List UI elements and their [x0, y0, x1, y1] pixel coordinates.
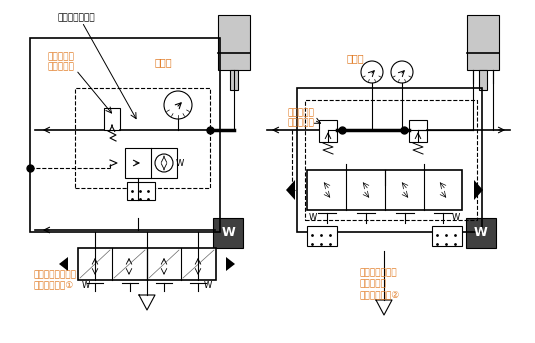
- Bar: [432, 226, 462, 246]
- Bar: [409, 120, 427, 142]
- Text: W: W: [221, 226, 235, 239]
- Bar: [30, 38, 220, 232]
- Bar: [305, 100, 477, 220]
- Text: スイッチ付複式: スイッチ付複式: [359, 268, 396, 277]
- Bar: [479, 70, 487, 90]
- Bar: [307, 170, 462, 210]
- Text: W: W: [176, 158, 184, 167]
- Polygon shape: [286, 180, 295, 200]
- Text: スイッチ付２方弁: スイッチ付２方弁: [33, 270, 76, 279]
- Text: 圧力計: 圧力計: [347, 53, 365, 63]
- Text: 圧力検知ポート: 圧力検知ポート: [57, 13, 95, 22]
- Text: W: W: [452, 213, 460, 222]
- Polygon shape: [474, 180, 483, 200]
- Text: 一覧表２）－②: 一覧表２）－②: [359, 290, 399, 299]
- Bar: [104, 108, 120, 130]
- Text: W: W: [204, 282, 212, 291]
- Polygon shape: [59, 257, 68, 271]
- Bar: [78, 248, 216, 280]
- Bar: [466, 218, 496, 248]
- Bar: [319, 120, 337, 142]
- Text: 残圧抜き用
手動弁内蔵: 残圧抜き用 手動弁内蔵: [287, 108, 314, 127]
- Bar: [127, 182, 155, 200]
- Bar: [467, 15, 499, 70]
- Bar: [297, 88, 482, 232]
- Text: 残圧抜き用
手動弁内蔵: 残圧抜き用 手動弁内蔵: [48, 52, 75, 71]
- Bar: [75, 88, 210, 188]
- Text: W: W: [309, 213, 317, 222]
- Bar: [213, 218, 243, 248]
- Circle shape: [361, 61, 383, 83]
- Bar: [307, 226, 337, 246]
- Bar: [230, 70, 238, 90]
- Text: W: W: [474, 226, 488, 239]
- Circle shape: [155, 154, 173, 172]
- Text: W: W: [82, 282, 90, 291]
- Bar: [125, 148, 177, 178]
- Polygon shape: [226, 257, 235, 271]
- Text: 圧力計: 圧力計: [155, 57, 173, 67]
- Text: 一覧表２）－①: 一覧表２）－①: [33, 281, 73, 290]
- Bar: [218, 15, 250, 70]
- Circle shape: [391, 61, 413, 83]
- Circle shape: [164, 91, 192, 119]
- Text: ５方電磁弁: ５方電磁弁: [359, 279, 386, 288]
